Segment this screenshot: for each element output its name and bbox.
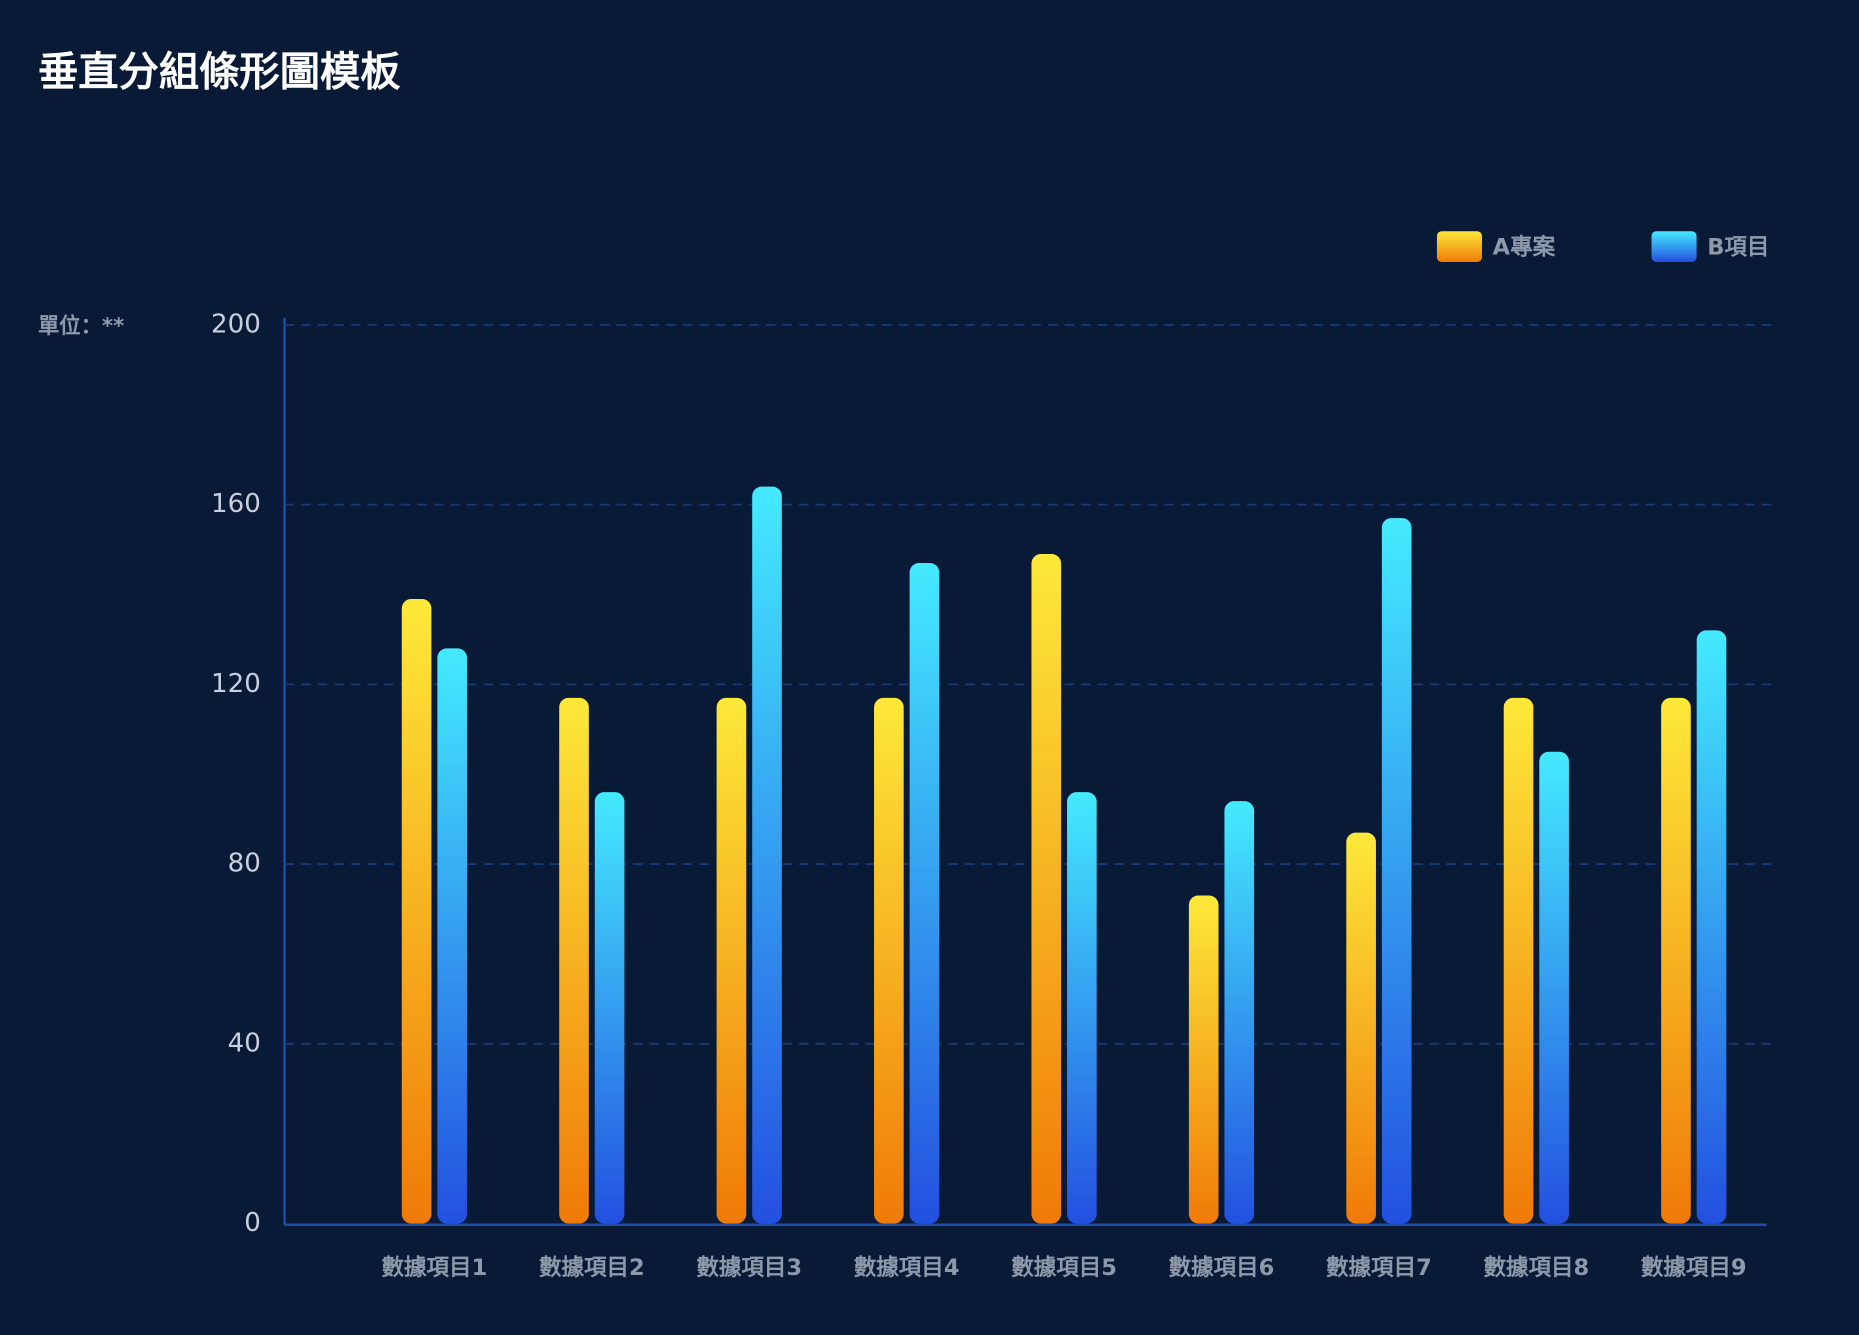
bar: [752, 486, 782, 1224]
bar: [874, 697, 904, 1224]
x-tick-label: 數據項目9: [1641, 1255, 1747, 1281]
bar: [1067, 792, 1097, 1224]
legend-label: B項目: [1707, 234, 1769, 260]
x-tick-label: 數據項目4: [854, 1255, 960, 1281]
legend-swatch: [1436, 231, 1482, 263]
x-tick-label: 數據項目2: [539, 1255, 645, 1281]
legend-label: A專案: [1493, 233, 1556, 260]
y-tick-label: 80: [228, 849, 261, 879]
bar: [1696, 630, 1727, 1224]
bar: [1539, 751, 1569, 1224]
bar: [1381, 518, 1412, 1224]
x-tick-label: 數據項目1: [382, 1255, 488, 1281]
x-tick-label: 數據項目7: [1326, 1255, 1432, 1281]
y-tick-label: 40: [228, 1028, 261, 1058]
bar: [1031, 554, 1062, 1224]
bar: [1224, 801, 1255, 1224]
unit-label: 單位：**: [38, 313, 124, 339]
bar: [1188, 895, 1219, 1224]
bar: [716, 697, 747, 1224]
bar: [1346, 832, 1376, 1224]
bar: [559, 697, 589, 1224]
x-tick-label: 數據項目6: [1169, 1255, 1275, 1281]
legend-swatch: [1651, 231, 1697, 263]
bar: [437, 648, 467, 1224]
bar: [594, 792, 625, 1224]
y-tick-label: 160: [211, 489, 261, 519]
y-tick-label: 120: [211, 669, 261, 699]
bar: [1661, 697, 1691, 1224]
bar: [401, 598, 432, 1224]
bar: [1503, 697, 1534, 1224]
chart-title: 垂直分組條形圖模板: [38, 49, 401, 96]
y-tick-label: 0: [244, 1208, 261, 1238]
y-tick-label: 200: [211, 309, 261, 339]
bar: [909, 563, 940, 1224]
x-tick-label: 數據項目8: [1483, 1255, 1589, 1281]
x-tick-label: 數據項目3: [696, 1255, 802, 1281]
x-tick-label: 數據項目5: [1011, 1255, 1117, 1281]
